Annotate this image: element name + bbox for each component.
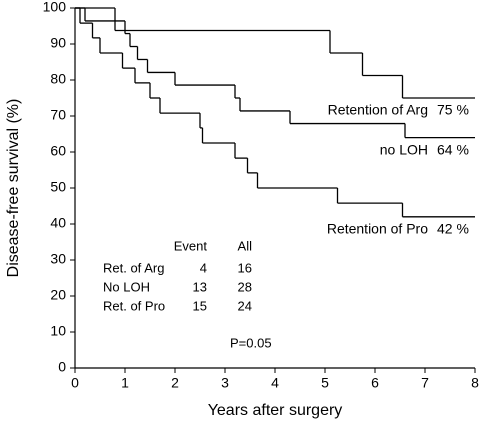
y-tick-label: 20 [50, 287, 66, 303]
p-value: P=0.05 [230, 335, 272, 350]
end-value-label: 42 % [437, 221, 469, 237]
y-tick-label: 80 [50, 71, 66, 87]
table-header: All [238, 238, 253, 253]
table-row-label: Ret. of Pro [103, 298, 165, 313]
table-header: Event [174, 238, 208, 253]
x-tick-label: 4 [271, 375, 279, 391]
x-tick-label: 3 [221, 375, 229, 391]
y-tick-label: 60 [50, 143, 66, 159]
series-label: Retention of Pro [327, 221, 428, 237]
table-cell: 16 [238, 260, 252, 275]
x-tick-label: 7 [421, 375, 429, 391]
y-tick-label: 50 [50, 179, 66, 195]
y-tick-label: 10 [50, 323, 66, 339]
y-tick-label: 90 [50, 35, 66, 51]
end-value-label: 64 % [437, 141, 469, 157]
table-cell: 4 [200, 260, 207, 275]
table-row-label: Ret. of Arg [103, 260, 164, 275]
x-tick-label: 6 [371, 375, 379, 391]
x-tick-label: 8 [471, 375, 479, 391]
series-label: no LOH [380, 141, 428, 157]
x-tick-label: 1 [121, 375, 129, 391]
y-tick-label: 70 [50, 107, 66, 123]
table-cell: 28 [238, 279, 252, 294]
y-tick-label: 100 [43, 0, 67, 15]
y-tick-label: 40 [50, 215, 66, 231]
x-axis-title: Years after surgery [208, 402, 343, 419]
x-tick-label: 5 [321, 375, 329, 391]
table-cell: 13 [193, 279, 207, 294]
table-row-label: No LOH [103, 279, 150, 294]
y-tick-label: 0 [58, 359, 66, 375]
table-cell: 15 [193, 298, 207, 313]
y-tick-label: 30 [50, 251, 66, 267]
table-cell: 24 [238, 298, 252, 313]
x-tick-label: 0 [71, 375, 79, 391]
x-tick-label: 2 [171, 375, 179, 391]
series-label: Retention of Arg [328, 102, 428, 118]
end-value-label: 75 % [437, 102, 469, 118]
y-axis-title: Disease-free survival (%) [5, 99, 22, 278]
